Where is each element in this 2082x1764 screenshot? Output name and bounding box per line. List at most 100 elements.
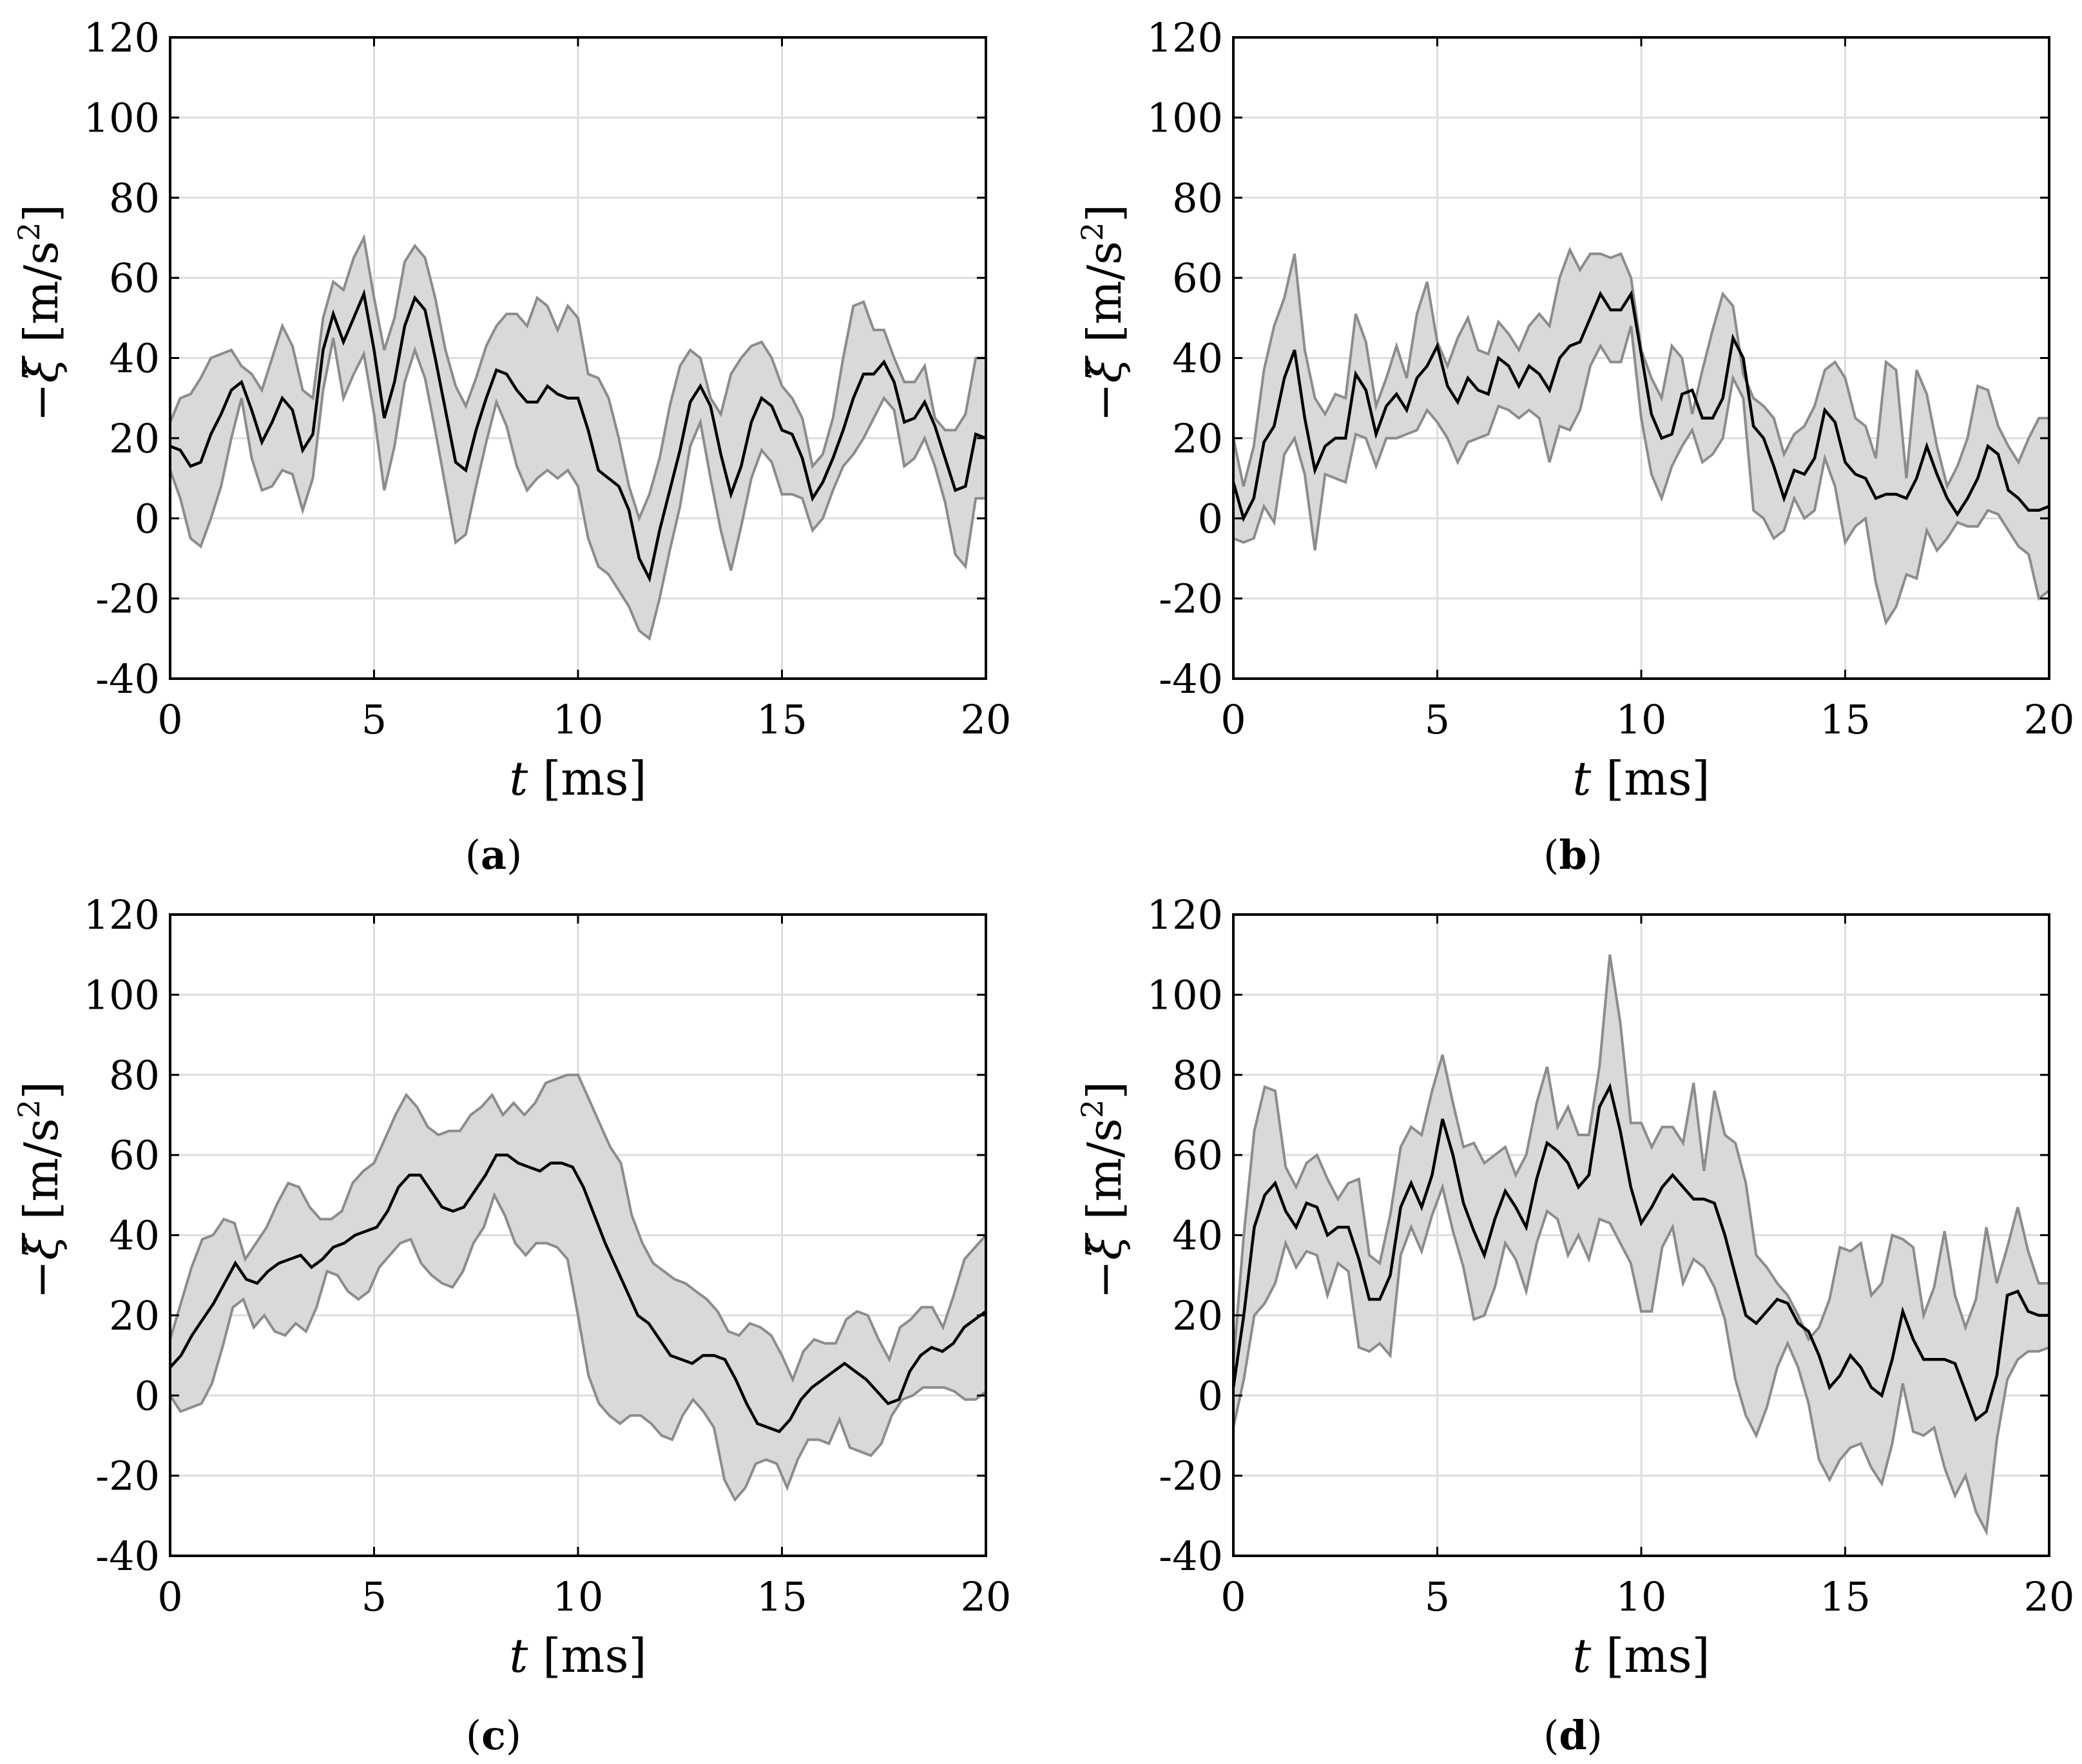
y-axis-sign: −	[14, 383, 68, 422]
x-axis-unit: [ms]	[528, 1629, 646, 1683]
series-mean-line	[1231, 289, 2050, 523]
y-tick-label: 0	[135, 1372, 160, 1419]
panel-a: (a) -40 -20 0 20 40 60 80 100 120 0 5 10 15 20 t [ms] −…	[12, 14, 1011, 878]
y-tick-label: 60	[1172, 255, 1223, 302]
panel-b: (b) -40 -20 0 20 40 60 80 100 120 0 5 10 15 20 t [ms] −…	[1075, 14, 2074, 878]
y-tick-label: 80	[109, 175, 160, 222]
y-axis-exp: 2	[12, 1100, 46, 1118]
y-tick-label: 40	[109, 1212, 160, 1259]
x-tick-label: 10	[553, 1573, 604, 1620]
y-axis-var: ξ̈	[1077, 1232, 1132, 1260]
y-tick-label: 120	[84, 891, 160, 938]
y-axis-label: −ξ̈ [m/s2]	[12, 1081, 68, 1299]
y-tick-label: 60	[1172, 1132, 1223, 1179]
series-upper-line	[169, 1073, 987, 1383]
y-axis-var: ξ̈	[14, 355, 68, 383]
y-tick-label: 120	[84, 14, 160, 61]
y-axis-sign: −	[1077, 383, 1132, 422]
y-tick-label: 20	[1172, 415, 1223, 462]
y-tick-label: 20	[109, 1292, 160, 1339]
x-tick-label: 10	[553, 696, 604, 743]
y-tick-label: -40	[1159, 655, 1223, 703]
y-tick-label: 40	[1172, 335, 1223, 382]
x-tick-label: 20	[961, 696, 1012, 743]
series-lower-line	[1232, 1183, 2050, 1536]
panel-label-b: (b)	[1543, 831, 1603, 878]
series-lower-line	[1233, 325, 2050, 626]
series-mean-line	[1231, 1083, 2049, 1422]
y-axis-label: −ξ̈ [m/s2]	[1075, 204, 1132, 422]
y-tick-label: 20	[109, 415, 160, 462]
x-tick-label: 20	[2024, 1573, 2075, 1620]
y-tick-label: 40	[1172, 1212, 1223, 1259]
y-axis-label: −ξ̈ [m/s2]	[1075, 1081, 1132, 1299]
y-tick-label: -40	[95, 655, 160, 703]
x-tick-label: 15	[1820, 1573, 1871, 1620]
x-axis-var: t	[1572, 751, 1592, 806]
y-tick-label: -20	[95, 1453, 160, 1500]
series-lower-line	[169, 1192, 987, 1502]
x-tick-label: 20	[961, 1573, 1012, 1620]
y-tick-label: 100	[1147, 971, 1223, 1018]
x-tick-label: 0	[157, 1573, 182, 1620]
y-axis-var: ξ̈	[1077, 355, 1132, 383]
x-axis-unit: [ms]	[528, 751, 646, 806]
y-tick-label: 80	[1172, 175, 1223, 222]
y-axis-sign: −	[1077, 1260, 1132, 1299]
x-tick-label: 15	[757, 696, 807, 743]
series-lower-line	[169, 338, 986, 641]
x-tick-label: 10	[1616, 1573, 1667, 1620]
x-tick-label: 15	[1820, 696, 1871, 743]
y-axis-close: ]	[1077, 1081, 1132, 1100]
x-axis-var: t	[509, 751, 528, 806]
x-axis-label: t [ms]	[1572, 1629, 1710, 1683]
x-tick-label: 0	[1220, 696, 1246, 743]
x-tick-label: 10	[1616, 696, 1667, 743]
y-tick-label: -40	[1159, 1533, 1223, 1580]
confidence-band	[170, 237, 986, 639]
y-tick-label: -20	[1159, 1453, 1223, 1500]
x-tick-label: 20	[2024, 696, 2075, 743]
y-tick-label: -40	[95, 1533, 160, 1580]
series-upper-line	[1232, 954, 2049, 1364]
y-axis-unit: [m/s	[14, 241, 68, 357]
y-tick-label: -20	[95, 576, 160, 623]
y-tick-label: 120	[1147, 14, 1223, 61]
y-axis-label: −ξ̈ [m/s2]	[12, 204, 68, 422]
y-axis-var: ξ̈	[14, 1232, 68, 1260]
panel-label-c: (c)	[466, 1712, 521, 1759]
x-tick-label: 5	[361, 696, 387, 743]
y-tick-label: 0	[1198, 495, 1223, 542]
x-tick-label: 5	[1425, 696, 1450, 743]
y-axis-sign: −	[14, 1260, 68, 1299]
y-tick-label: 0	[135, 495, 160, 542]
y-tick-label: 80	[1172, 1052, 1223, 1099]
y-axis-exp: 2	[1075, 222, 1110, 241]
panel-label-d: (d)	[1543, 1712, 1603, 1759]
y-tick-label: 120	[1147, 891, 1223, 938]
x-axis-var: t	[1572, 1629, 1592, 1683]
x-axis-label: t [ms]	[509, 751, 646, 806]
x-tick-label: 0	[1220, 1573, 1246, 1620]
x-axis-unit: [ms]	[1591, 1629, 1710, 1683]
y-axis-unit: [m/s	[1077, 241, 1132, 357]
x-axis-label: t [ms]	[509, 1629, 646, 1683]
x-tick-label: 0	[157, 696, 182, 743]
series-upper-line	[169, 233, 986, 523]
y-axis-unit: [m/s	[1077, 1118, 1132, 1234]
y-tick-label: 0	[1198, 1372, 1223, 1419]
y-axis-unit: [m/s	[14, 1118, 68, 1234]
panel-d: (d) -40 -20 0 20 40 60 80 100 120 0 5 10 15 20 t [ms] −…	[1075, 891, 2074, 1759]
confidence-band	[170, 1074, 986, 1500]
y-tick-label: 20	[1172, 1292, 1223, 1339]
y-axis-exp: 2	[12, 222, 46, 241]
y-tick-label: -20	[1159, 576, 1223, 623]
y-tick-label: 80	[109, 1052, 160, 1099]
y-tick-label: 100	[84, 94, 160, 141]
x-tick-label: 15	[757, 1573, 807, 1620]
y-axis-exp: 2	[1075, 1100, 1110, 1118]
x-axis-label: t [ms]	[1572, 751, 1710, 806]
series-mean-line	[169, 289, 987, 583]
x-axis-var: t	[509, 1629, 528, 1683]
